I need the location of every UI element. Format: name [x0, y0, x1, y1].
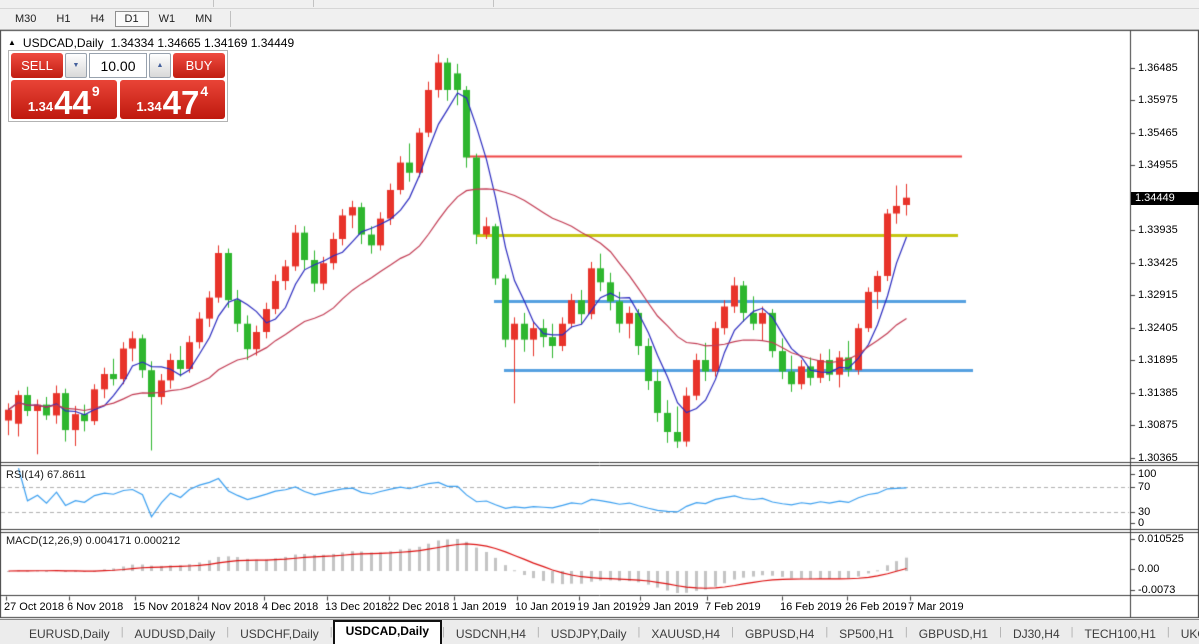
price-axis-label: 1.34955: [1138, 159, 1178, 172]
price-axis-label: 1.30875: [1138, 419, 1178, 432]
tab-separator: |: [536, 626, 540, 638]
symbol-title: USDCAD,Daily: [22, 36, 104, 50]
macd-axis-label: 0.010525: [1138, 533, 1184, 545]
price-axis-label: 1.32915: [1138, 289, 1178, 302]
date-axis-label: 19 Jan 2019: [577, 601, 638, 613]
tab-separator: |: [637, 626, 641, 638]
price-axis-label: 1.35975: [1138, 94, 1178, 107]
current-price-tag: 1.34449: [1131, 192, 1199, 205]
date-axis-label: 16 Feb 2019: [780, 601, 842, 613]
macd-indicator-label: MACD(12,26,9) 0.004171 0.000212: [6, 535, 181, 547]
volume-increase-button[interactable]: ▲: [149, 53, 171, 78]
date-axis-label: 15 Nov 2018: [133, 601, 196, 613]
macd-axis-label: 0.00: [1138, 563, 1160, 575]
rsi-axis-label: 100: [1138, 468, 1157, 480]
tab-gbpusd-h4[interactable]: GBPUSD,H4: [744, 627, 815, 641]
tab-tech100-h1[interactable]: TECH100,H1: [1084, 627, 1156, 641]
chevron-down-icon: ▼: [72, 62, 80, 69]
price-axis-label: 1.31895: [1138, 354, 1178, 367]
ask-big-digits: 47: [162, 84, 200, 121]
upper-toolbar-strip: [0, 0, 1199, 9]
timeframe-h1-button[interactable]: H1: [56, 13, 71, 25]
tab-separator: |: [731, 626, 734, 638]
price-axis-label: 1.32405: [1138, 321, 1178, 334]
timeframe-toolbar: M30 H1 H4 D1 W1 MN: [0, 9, 1199, 30]
tab-sp500-h1[interactable]: SP500,H1: [839, 627, 894, 641]
toolbar-separator: [493, 0, 494, 7]
tab-usdjpy-daily[interactable]: USDJPY,Daily: [550, 627, 627, 641]
date-axis-label: 13 Dec 2018: [325, 601, 388, 613]
macd-axis-label: -0.0073: [1138, 584, 1176, 596]
tab-audusd-daily[interactable]: AUDUSD,Daily: [134, 627, 216, 641]
sell-button[interactable]: SELL: [11, 53, 63, 78]
timeframe-mn-button[interactable]: MN: [195, 13, 213, 25]
tab-separator: |: [329, 626, 333, 638]
volume-input[interactable]: 10.00: [89, 53, 147, 78]
price-axis-label: 1.36485: [1138, 61, 1178, 74]
symbol-ohlc: 1.34334 1.34665 1.34169 1.34449: [110, 36, 295, 50]
rsi-axis-label: 30: [1138, 506, 1151, 518]
toolbar-separator: [313, 0, 314, 7]
rsi-indicator-label: RSI(14) 67.8611: [6, 469, 86, 481]
price-axis-label: 1.30365: [1138, 451, 1178, 464]
tab-separator: |: [825, 626, 829, 638]
bid-price-box[interactable]: 1.34 44 9: [11, 80, 117, 119]
date-axis-label: 29 Jan 2019: [638, 601, 699, 613]
tab-ukoil-[interactable]: UKOil,: [1180, 627, 1199, 641]
tab-xauusd-h4[interactable]: XAUUSD,H4: [651, 627, 721, 641]
one-click-trading-widget: SELL ▼ 10.00 ▲ BUY 1.34 44 9 1.34 47 4: [8, 50, 228, 122]
tab-separator: |: [1166, 626, 1170, 638]
tab-separator: |: [904, 626, 908, 638]
date-axis-label: 22 Dec 2018: [387, 601, 450, 613]
buy-button[interactable]: BUY: [173, 53, 225, 78]
tab-usdcad-daily[interactable]: USDCAD,Daily: [332, 620, 442, 644]
tab-dj30-h4[interactable]: DJ30,H4: [1012, 627, 1060, 641]
rsi-axis-label: 0: [1138, 517, 1145, 529]
date-axis-label: 7 Mar 2019: [908, 601, 964, 613]
ask-price-box[interactable]: 1.34 47 4: [119, 80, 225, 121]
volume-decrease-button[interactable]: ▼: [65, 53, 87, 78]
price-axis-label: 1.31385: [1138, 386, 1178, 399]
tab-usdcnh-h4[interactable]: USDCNH,H4: [455, 627, 526, 641]
chart-tab-bar: EURUSD,Daily | AUDUSD,Daily | USDCHF,Daily | U…: [0, 619, 1199, 644]
timeframe-w1-button[interactable]: W1: [158, 13, 176, 25]
tab-usdchf-daily[interactable]: USDCHF,Daily: [240, 627, 319, 641]
price-axis-label: 1.33935: [1138, 224, 1178, 237]
date-axis-label: 27 Oct 2018: [4, 601, 64, 613]
symbol-header: ▲ USDCAD,Daily 1.34334 1.34665 1.34169 1…: [8, 36, 294, 50]
date-axis-label: 1 Jan 2019: [452, 601, 507, 613]
collapse-icon[interactable]: ▲: [8, 37, 16, 47]
ask-prefix: 1.34: [136, 99, 162, 114]
tab-gbpusd-h1[interactable]: GBPUSD,H1: [918, 627, 989, 641]
rsi-axis-label: 70: [1138, 481, 1151, 493]
tab-separator: |: [999, 626, 1002, 638]
date-axis-label: 6 Nov 2018: [67, 601, 124, 613]
timeframe-h4-button[interactable]: H4: [90, 13, 105, 25]
tab-separator: |: [442, 626, 445, 638]
price-axis-label: 1.35465: [1138, 126, 1178, 139]
bid-big-digits: 44: [54, 84, 91, 121]
tab-separator: |: [120, 626, 124, 638]
date-axis-label: 7 Feb 2019: [705, 601, 761, 613]
toolbar-separator: [213, 0, 214, 7]
date-axis-label: 26 Feb 2019: [845, 601, 907, 613]
tab-eurusd-daily[interactable]: EURUSD,Daily: [29, 627, 110, 641]
tab-separator: |: [226, 626, 230, 638]
timeframe-m30-button[interactable]: M30: [15, 13, 37, 25]
price-axis-label: 1.33425: [1138, 256, 1178, 269]
date-axis-label: 10 Jan 2019: [515, 601, 576, 613]
date-axis-label: 24 Nov 2018: [196, 601, 259, 613]
date-axis-label: 4 Dec 2018: [262, 601, 319, 613]
bid-pip-digit: 9: [91, 83, 100, 99]
bid-prefix: 1.34: [27, 99, 54, 114]
ask-pip-digit: 4: [200, 83, 209, 99]
timeframe-d1-button[interactable]: D1: [114, 11, 149, 27]
chevron-up-icon: ▲: [156, 62, 164, 69]
tab-separator: |: [1070, 626, 1074, 638]
toolbar-separator: [230, 11, 232, 27]
